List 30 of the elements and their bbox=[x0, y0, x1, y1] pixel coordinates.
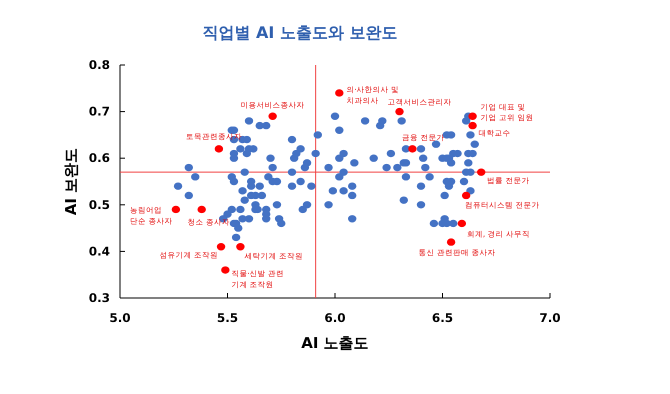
chart-title: 직업별 AI 노출도와 보완도 bbox=[202, 23, 398, 42]
point bbox=[408, 145, 417, 153]
point bbox=[395, 108, 404, 116]
point bbox=[214, 145, 224, 153]
point bbox=[335, 89, 344, 97]
y-tick-label: 0.4 bbox=[88, 244, 110, 258]
x-tick-label: 6.5 bbox=[432, 311, 454, 325]
point bbox=[198, 206, 206, 214]
point bbox=[236, 243, 245, 250]
y-tick-label: 0.6 bbox=[88, 151, 110, 166]
point bbox=[446, 238, 456, 246]
y-tick-label: 0.3 bbox=[88, 291, 110, 305]
y-tick-label: 0.7 bbox=[88, 104, 110, 119]
point bbox=[172, 206, 180, 214]
point bbox=[462, 192, 470, 200]
y-tick-label: 0.8 bbox=[88, 58, 110, 72]
y-tick-label: 0.5 bbox=[88, 198, 110, 212]
point bbox=[468, 122, 477, 130]
x-tick-label: 6.0 bbox=[324, 311, 346, 325]
point bbox=[221, 266, 230, 274]
point bbox=[458, 220, 466, 228]
x-axis-title: AI 노출도 bbox=[301, 334, 369, 352]
point bbox=[477, 168, 486, 176]
point bbox=[216, 243, 226, 250]
x-tick-label: 5.5 bbox=[216, 311, 238, 325]
point bbox=[268, 112, 277, 120]
x-tick-label: 7.0 bbox=[539, 311, 561, 325]
y-axis-title: AI 보완도 bbox=[62, 148, 80, 216]
x-tick-label: 5.0 bbox=[109, 311, 131, 325]
point bbox=[468, 112, 477, 120]
